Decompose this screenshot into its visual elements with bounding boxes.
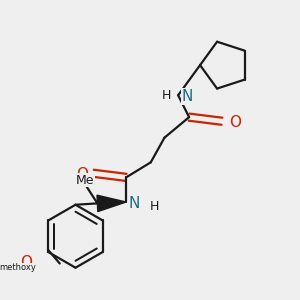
Text: methoxy: methoxy	[0, 263, 36, 272]
Text: Me: Me	[76, 174, 94, 187]
Text: O: O	[76, 167, 88, 182]
Text: N: N	[129, 196, 140, 211]
Polygon shape	[97, 195, 126, 212]
Text: N: N	[182, 89, 193, 104]
Text: H: H	[149, 200, 159, 213]
Text: O: O	[20, 255, 32, 270]
Text: O: O	[229, 115, 241, 130]
Text: H: H	[162, 89, 171, 102]
